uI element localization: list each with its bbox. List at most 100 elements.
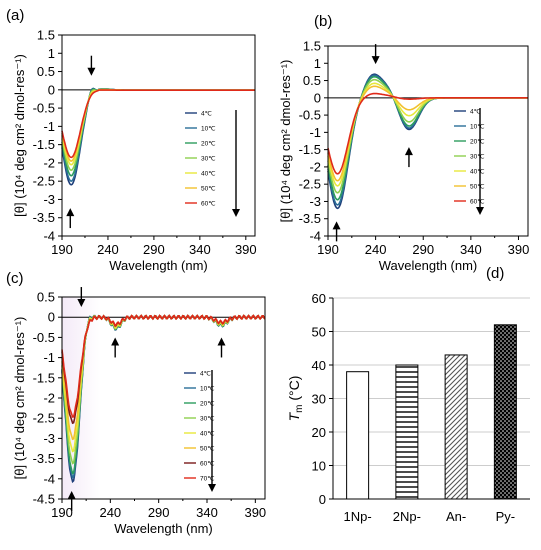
y-axis-label: [θ] (10⁴ deg cm² dmol-res⁻¹) [12, 317, 27, 480]
bar-An- [444, 354, 468, 500]
x-tick-label: 190 [51, 242, 73, 257]
legend-label-4: 40℃ [470, 168, 485, 175]
y-tick-label: -1.5 [299, 142, 321, 157]
y-tick-label: 1 [314, 56, 321, 71]
y-tick-label: -1 [43, 350, 55, 365]
x-tick-label: 240 [97, 242, 119, 257]
legend-label-0: 4℃ [201, 110, 213, 117]
legend-label-6: 60℃ [200, 460, 215, 467]
legend-label-1: 10℃ [201, 125, 216, 132]
x-tick-label: 190 [317, 242, 339, 257]
series-line-4 [61, 88, 255, 166]
series-line-0 [327, 73, 528, 210]
y-tick-label: -2 [43, 391, 55, 406]
x-tick-label: 290 [412, 242, 434, 257]
series-line-3 [327, 78, 528, 194]
y-tick-label: -0.5 [299, 108, 321, 123]
y-tick-label: 1 [48, 46, 55, 61]
legend-label-1: 10℃ [470, 123, 485, 130]
legend-label-0: 4℃ [470, 108, 482, 115]
legend-trend-arrow [232, 209, 240, 217]
x-tick-label: 240 [99, 505, 121, 520]
y-tick-label: 0 [314, 90, 321, 105]
panel-label: (a) [6, 7, 24, 24]
x-tick-label: 340 [196, 505, 218, 520]
arrow-down-icon [77, 299, 86, 308]
y-tick-label: 0 [48, 82, 55, 97]
arrow-up-icon [66, 208, 75, 217]
arrow-up-icon [332, 221, 341, 230]
y-tick-label: 0 [319, 492, 326, 507]
y-tick-label: -4.5 [33, 492, 55, 507]
legend-label-6: 60℃ [470, 198, 485, 205]
y-tick-label: 0.5 [37, 290, 55, 305]
series-line-3 [61, 88, 255, 172]
bar-Py- [493, 324, 517, 500]
y-tick-label: 20 [312, 425, 326, 440]
y-tick-label: -1.5 [33, 370, 55, 385]
y-tick-label: -2.5 [33, 174, 55, 189]
x-tick-label: 290 [148, 505, 170, 520]
y-tick-label: -3.5 [299, 211, 321, 226]
bar-2Np- [395, 364, 419, 500]
y-axis-label-symbol: T [286, 411, 302, 421]
legend-label-3: 30℃ [200, 415, 215, 422]
bar-1Np- [346, 371, 370, 500]
series-line-1 [327, 74, 528, 206]
series-line-7 [61, 314, 266, 418]
panel-d: 0 10 20 30 40 50 60 1Np- 2Np- An- Py- Tm (°C) (d) [286, 265, 530, 524]
y-tick-label: -4 [43, 229, 55, 244]
panel-b: -4 -3.5 -3 -2.5 -2 -1.5 -1 -0.5 0 0.5 1 1.5 190 240 29… [278, 13, 529, 273]
y-tick-label: 30 [312, 392, 326, 407]
legend-trend-arrow [476, 207, 484, 215]
y-axis-label: [θ] (10⁴ deg cm² dmol-res⁻¹) [12, 54, 27, 217]
y-tick-label: -2 [43, 155, 55, 170]
category-label: An- [446, 509, 466, 524]
x-tick-label: 190 [51, 505, 73, 520]
y-tick-label: 1.5 [37, 28, 55, 43]
legend-label-4: 40℃ [201, 170, 216, 177]
y-tick-label: 0 [48, 310, 55, 325]
series-line-6 [61, 89, 255, 159]
category-label: 1Np- [344, 509, 372, 524]
y-tick-label: 10 [312, 459, 326, 474]
arrow-up-icon [217, 337, 226, 346]
legend-label-5: 50℃ [200, 445, 215, 452]
x-axis-label: Wavelength (nm) [109, 258, 208, 273]
y-tick-label: -3 [43, 192, 55, 207]
series-line-2 [327, 76, 528, 201]
panel-a: -4 -3.5 -3 -2.5 -2 -1.5 -1 -0.5 0 0.5 1 1.5 190 240 29… [6, 7, 257, 273]
panel-label: (b) [314, 13, 332, 30]
panel-label: (d) [486, 265, 504, 282]
x-tick-label: 340 [460, 242, 482, 257]
y-tick-label: -3.5 [33, 451, 55, 466]
x-tick-label: 290 [143, 242, 165, 257]
y-tick-label: 60 [312, 291, 326, 306]
legend-label-3: 30℃ [470, 153, 485, 160]
x-tick-label: 340 [189, 242, 211, 257]
legend-trend-arrow [208, 484, 216, 492]
plot-frame [61, 34, 256, 237]
legend-label-1: 10℃ [200, 385, 215, 392]
y-tick-label: 40 [312, 358, 326, 373]
y-tick-label: -3 [43, 431, 55, 446]
y-tick-label: -1 [43, 119, 55, 134]
series-line-6 [327, 92, 528, 175]
arrow-up-icon [111, 337, 120, 346]
arrow-down-icon [87, 67, 96, 76]
y-axis-label-unit: (°C) [286, 376, 302, 405]
y-tick-label: -4 [43, 471, 55, 486]
panel-label: (c) [6, 270, 24, 287]
y-axis-label: Tm (°C) [286, 376, 305, 422]
arrow-up-icon [67, 490, 76, 499]
legend-label-5: 50℃ [201, 185, 216, 192]
y-tick-label: 1.5 [303, 39, 321, 54]
y-tick-label: -2 [309, 159, 321, 174]
x-tick-label: 390 [244, 505, 266, 520]
legend-label-2: 20℃ [200, 400, 215, 407]
panel-c: -4.5 -4 -3.5 -3 -2.5 -2 -1.5 -1 -0.5 0 0.5 190 240 29… [6, 270, 266, 536]
legend-label-2: 20℃ [201, 140, 216, 147]
y-tick-label: 0.5 [37, 64, 55, 79]
y-tick-label: -0.5 [33, 330, 55, 345]
